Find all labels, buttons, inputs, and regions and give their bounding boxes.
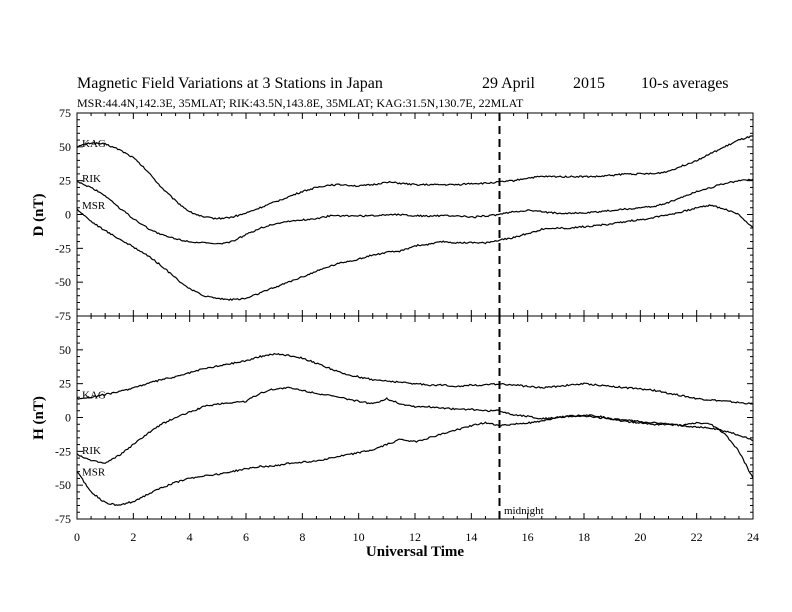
series-label-rik: RIK	[82, 445, 101, 457]
chart-averaging: 10-s averages	[641, 75, 729, 92]
series-line-kag-d	[76, 135, 753, 220]
y-tick-label: 0	[65, 208, 71, 222]
series-line-msr-h	[76, 414, 754, 507]
y-tick-label: 25	[59, 377, 71, 391]
x-tick-label: 16	[522, 530, 534, 544]
series-label-msr: MSR	[82, 200, 106, 212]
x-tick-label: 20	[634, 530, 646, 544]
y-tick-label: 25	[59, 174, 71, 188]
x-tick-label: 4	[187, 530, 193, 544]
y-tick-label: -25	[55, 444, 71, 458]
y-tick-label: -75	[55, 512, 71, 526]
x-tick-label: 22	[691, 530, 703, 544]
x-tick-label: 6	[243, 530, 249, 544]
y-tick-label: -50	[55, 275, 71, 289]
axis-ticks: 0 2 4 6 8 10 12 14 16 18 20 22 247550250-25-50-75502…	[55, 106, 759, 544]
x-tick-label: 18	[578, 530, 590, 544]
x-axis-label: Universal Time	[366, 544, 465, 560]
y-tick-label: -50	[55, 478, 71, 492]
chart-year: 2015	[573, 75, 605, 92]
x-tick-label: 14	[465, 530, 477, 544]
series-label-kag: KAG	[82, 138, 106, 150]
x-tick-label: 10	[353, 530, 365, 544]
y-axis-label-d: D (nT)	[31, 194, 47, 237]
y-tick-label: 75	[59, 106, 71, 120]
series-line-rik-h	[76, 386, 754, 464]
y-tick-label: 50	[59, 343, 71, 357]
x-tick-label: 12	[409, 530, 421, 544]
y-tick-label: -25	[55, 241, 71, 255]
series-line-msr-d	[76, 204, 754, 302]
midnight-label: midnight	[504, 505, 544, 517]
series-line-rik-d	[76, 178, 754, 245]
x-tick-label: 0	[74, 530, 80, 544]
x-tick-label: 8	[299, 530, 305, 544]
series-layer: KAG RIK MSR KAG RIK MSR	[76, 113, 754, 519]
y-axis-label-h: H (nT)	[31, 396, 47, 440]
y-tick-label: -75	[55, 309, 71, 323]
x-tick-label: 24	[747, 530, 759, 544]
chart-date: 29 April	[482, 75, 535, 92]
y-tick-label: 50	[59, 140, 71, 154]
panel-h-frame	[76, 315, 754, 520]
chart-title: Magnetic Field Variations at 3 Stations …	[77, 75, 383, 92]
x-tick-label: 2	[130, 530, 136, 544]
station-info: MSR:44.4N,142.3E, 35MLAT; RIK:43.5N,143.…	[77, 96, 524, 110]
series-label-rik: RIK	[82, 173, 101, 185]
series-line-kag-h	[76, 352, 754, 405]
series-label-msr: MSR	[82, 467, 106, 479]
series-label-kag: KAG	[82, 390, 106, 402]
panel-d-frame	[76, 112, 754, 317]
y-tick-label: 0	[65, 411, 71, 425]
